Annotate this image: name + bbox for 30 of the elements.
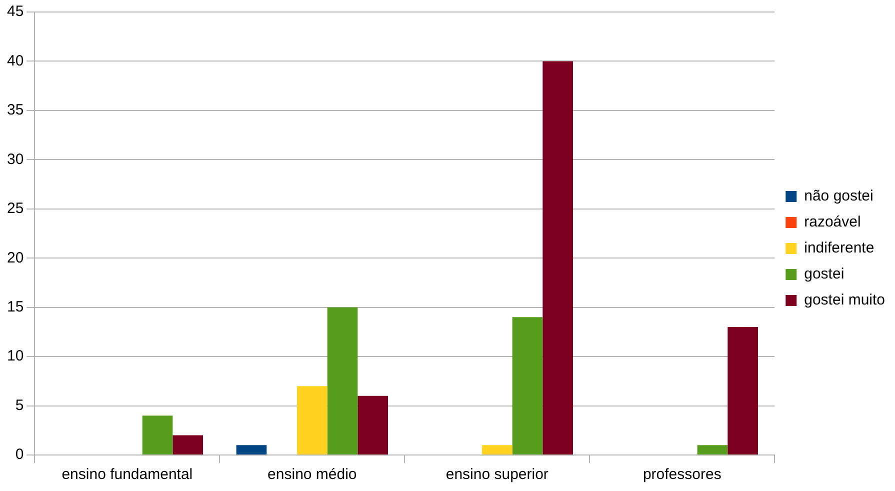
bar: [327, 307, 358, 454]
legend-label: gostei muito: [804, 292, 885, 309]
legend-label: não gostei: [804, 188, 874, 205]
legend-label: indiferente: [804, 240, 874, 257]
y-tick-label: 40: [6, 52, 24, 70]
bar: [296, 386, 328, 454]
x-tick-label: ensino superior: [446, 466, 548, 484]
x-tick-label: ensino fundamental: [62, 466, 193, 484]
bar: [482, 445, 512, 454]
bar: [236, 445, 267, 454]
legend-label: razoável: [804, 214, 861, 231]
y-tick-label: 10: [6, 348, 24, 365]
y-tick-label: 25: [6, 200, 24, 218]
y-tick-label: 30: [6, 150, 24, 168]
y-tick-label: 0: [15, 446, 24, 464]
bar: [142, 416, 173, 454]
y-tick-label: 15: [6, 298, 24, 316]
bar: [172, 435, 204, 454]
y-tick-label: 35: [6, 102, 24, 119]
bar: [728, 327, 758, 454]
y-tick-label: 5: [15, 396, 24, 414]
y-tick-label: 45: [6, 3, 24, 20]
legend-label: gostei: [804, 266, 844, 283]
bar: [697, 445, 728, 454]
x-tick-label: ensino médio: [268, 466, 357, 484]
bar: [358, 396, 388, 454]
y-tick-label: 20: [6, 249, 24, 266]
bar: [542, 61, 573, 454]
x-tick-label: professores: [642, 466, 722, 484]
bar: [512, 317, 543, 454]
